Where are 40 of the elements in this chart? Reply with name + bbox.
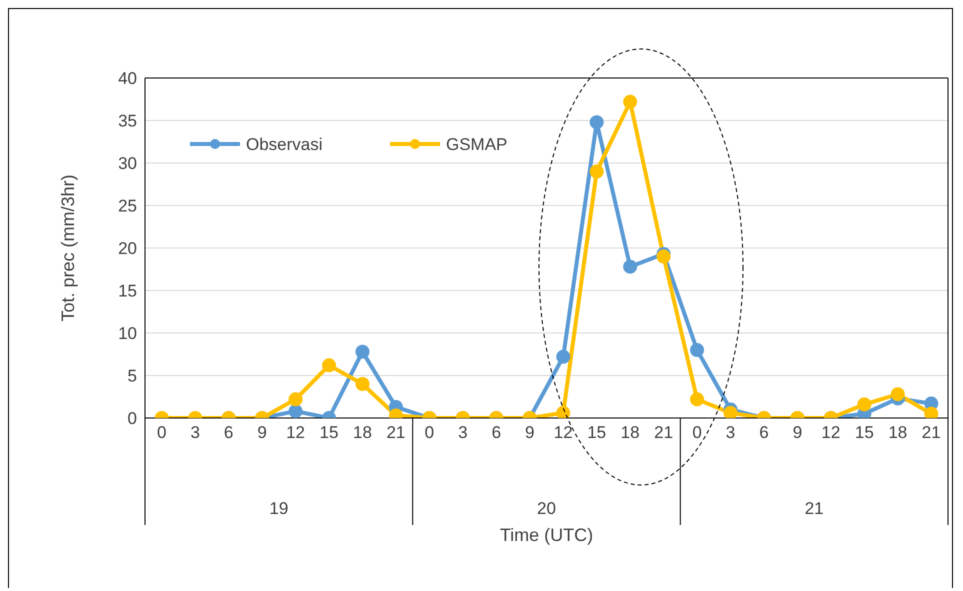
x-tick-label: 12 — [554, 423, 573, 442]
x-tick-label: 6 — [224, 423, 234, 442]
y-axis-title: Tot. prec (mm/3hr) — [58, 174, 78, 322]
y-tick-label: 25 — [118, 196, 137, 216]
x-tick-label: 0 — [424, 423, 434, 442]
x-tick-label: 9 — [257, 423, 267, 442]
y-tick-label: 20 — [118, 239, 137, 258]
x-tick-label: 3 — [458, 423, 468, 442]
y-tick-label: 40 — [118, 69, 137, 88]
x-tick-label: 3 — [726, 423, 736, 442]
text: 19 — [269, 499, 288, 518]
y-tick-label: 10 — [118, 324, 137, 344]
y-tick-label: 35 — [118, 112, 137, 131]
x-axis-title: Time (UTC) — [500, 525, 594, 545]
x-tick-label: 21 — [654, 423, 674, 442]
legend-label: GSMAP — [446, 135, 508, 154]
x-tick-label: 15 — [854, 423, 874, 442]
x-tick-label: 0 — [692, 423, 702, 442]
legend-label: Observasi — [246, 135, 323, 154]
y-tick-label: 5 — [128, 366, 137, 386]
x-tick-label: 12 — [286, 423, 306, 442]
x-tick-label: 3 — [190, 423, 200, 442]
x-tick-label: 9 — [792, 423, 802, 442]
text: 21 — [804, 499, 824, 518]
x-tick-label: 15 — [587, 423, 606, 442]
x-tick-label: 21 — [922, 423, 941, 442]
x-tick-label: 6 — [492, 423, 502, 442]
x-tick-label: 12 — [821, 423, 840, 442]
x-tick-label: 15 — [320, 423, 338, 442]
text: 20 — [537, 499, 556, 518]
x-tick-label: 6 — [759, 423, 769, 442]
x-tick-label: 21 — [386, 423, 406, 442]
x-tick-label: 18 — [888, 423, 908, 442]
x-tick-label: 18 — [620, 423, 640, 442]
x-tick-label: 9 — [525, 423, 535, 442]
y-tick-label: 15 — [118, 282, 137, 301]
x-tick-label: 0 — [156, 423, 166, 442]
x-tick-label: 18 — [353, 423, 372, 442]
y-tick-label: 0 — [128, 409, 137, 428]
y-tick-label: 30 — [118, 154, 137, 174]
